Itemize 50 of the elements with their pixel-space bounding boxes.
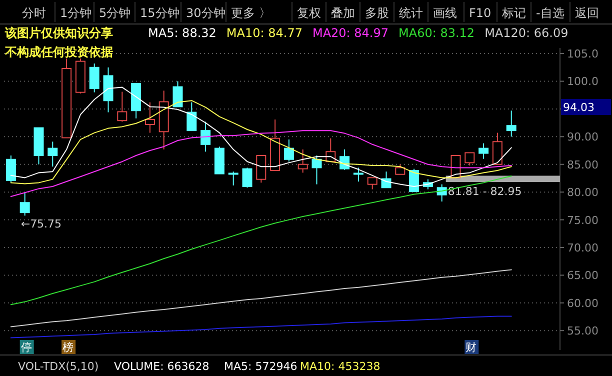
annotation: 榜 xyxy=(62,341,74,354)
text: 更多 〉 xyxy=(231,6,271,20)
text: MA120: 66.09 xyxy=(484,26,568,40)
text: MA5: 88.32 xyxy=(148,26,216,40)
text: MA60: 83.12 xyxy=(398,26,475,40)
text: MA20: 84.97 xyxy=(312,26,389,40)
candlestick xyxy=(158,90,169,150)
text: F10 xyxy=(469,6,492,20)
text: 复权 xyxy=(297,6,321,20)
text: 多股 xyxy=(365,6,389,20)
annotation: ←75.75 xyxy=(20,218,62,231)
annotation: 不构成任何投资依据 xyxy=(4,45,113,59)
text: 叠加 xyxy=(331,6,355,20)
band-label: 81.81 - 82.95 xyxy=(448,185,522,198)
y-tick-label: 85.00 xyxy=(567,158,598,172)
text: 统计 xyxy=(399,6,423,20)
candlestick xyxy=(48,141,58,168)
candlestick xyxy=(103,66,114,113)
annotation: 财 xyxy=(466,341,477,354)
y-tick-label: 105.0 xyxy=(567,48,598,61)
text: 5分钟 xyxy=(99,6,131,20)
text: 该图片仅供知识分享 xyxy=(4,26,113,40)
candlestick xyxy=(144,102,155,134)
line-series xyxy=(10,269,512,328)
text: -自选 xyxy=(536,6,564,20)
text: 30分钟 xyxy=(186,6,226,20)
annotation: 停 xyxy=(20,341,32,354)
text: MA10: 84.77 xyxy=(226,26,302,40)
text: 标记 xyxy=(501,6,526,20)
text: 分时 xyxy=(22,6,46,20)
y-tick-label: 55.00 xyxy=(567,324,598,338)
text: 94.03 xyxy=(563,101,594,114)
y-tick-label: 90.00 xyxy=(567,130,598,144)
text: 返回 xyxy=(575,6,599,20)
y-tick-label: 60.00 xyxy=(567,296,598,310)
text: 画线 xyxy=(433,6,457,20)
y-tick-label: 80.00 xyxy=(567,186,598,200)
text: MA10: 453238 xyxy=(300,360,380,373)
y-tick-label: 100.0 xyxy=(567,75,598,88)
text: 1分钟 xyxy=(60,6,92,20)
text: 15分钟 xyxy=(140,6,180,20)
candlestick xyxy=(478,142,489,160)
text: VOL-TDX(5,10) xyxy=(18,360,99,373)
text: MA5: 572946 xyxy=(224,360,298,373)
line-series xyxy=(10,316,512,338)
y-tick-label: 70.00 xyxy=(567,241,598,254)
text: VOLUME: 663628 xyxy=(114,360,210,373)
y-tick-label: 65.00 xyxy=(567,269,598,282)
y-tick-label: 75.00 xyxy=(567,214,598,227)
candlestick xyxy=(506,110,516,138)
